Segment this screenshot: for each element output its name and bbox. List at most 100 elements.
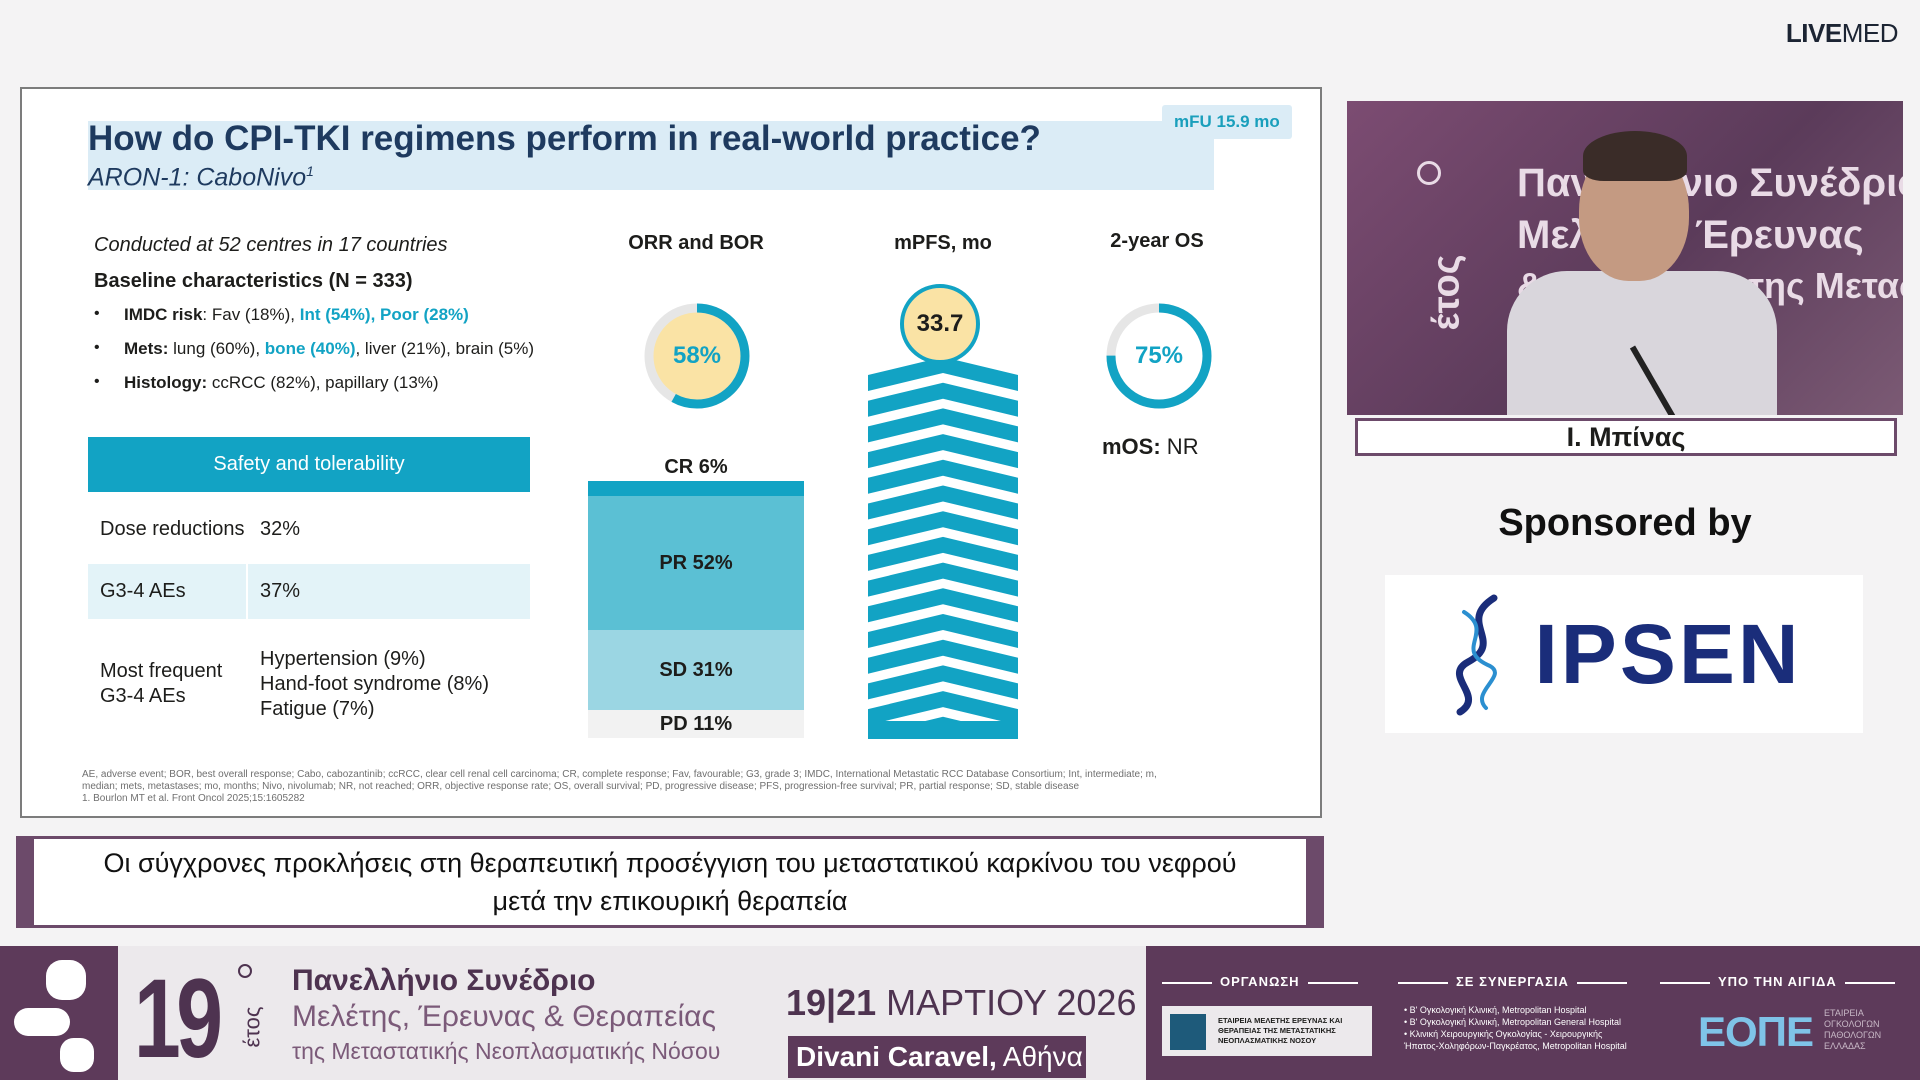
video-circle (1417, 161, 1441, 185)
os-donut-arc (1106, 303, 1212, 409)
pfs-bar (868, 357, 1018, 739)
sponsor-logo: IPSEN (1385, 575, 1863, 733)
speaker-hair (1583, 131, 1687, 181)
conference-banner: 19 έτος Πανελλήνιο Συνέδριο Μελέτης, Έρε… (0, 946, 1920, 1080)
sponsor-name: IPSEN (1534, 606, 1802, 701)
bor-cr-label: CR 6% (664, 456, 728, 478)
table-cell-value: 37% (260, 580, 301, 602)
pfs-chevron (868, 434, 1018, 469)
orr-value: 58% (672, 342, 722, 369)
bor-pr-bar: PR 52% (588, 496, 804, 630)
logo-shape (60, 1038, 94, 1072)
subtitle-text: ARON-1: CaboNivo (88, 163, 307, 192)
subtitle-ref: 1 (306, 163, 314, 179)
table-cell-key: Most frequent G3-4 AEs (88, 634, 248, 734)
video-bg-side: έτος (1425, 254, 1468, 331)
orr-donut-arc (644, 303, 750, 409)
conference-subtitle-2: της Μεταστατικής Νεοπλασματικής Νόσου (292, 1038, 721, 1064)
conference-subtitle: Μελέτης, Έρευνας & Θεραπείας (292, 1000, 716, 1033)
list-item: Mets: lung (60%), bone (40%), liver (21%… (94, 339, 534, 359)
bor-pd-bar: PD 11% (588, 710, 804, 738)
pfs-heading: mPFS, mo (894, 232, 992, 254)
table-cell-key: G3-4 AEs (88, 564, 248, 619)
slide-subtitle: ARON-1: CaboNivo1 (88, 163, 314, 192)
pfs-bar-base (868, 721, 1018, 739)
pfs-chevron (868, 485, 1018, 520)
organizer-icon (1170, 1014, 1206, 1050)
table-cell-key: Dose reductions (88, 494, 248, 564)
table-row: G3-4 AEs 37% (88, 564, 530, 619)
ordinal-mark (238, 964, 252, 978)
logo-shape (46, 960, 86, 1000)
ae-item: Hand-foot syndrome (8%) (260, 672, 489, 695)
baseline-heading: Baseline characteristics (N = 333) (94, 270, 413, 292)
orr-donut-svg (644, 303, 750, 409)
pfs-chevron (868, 408, 1018, 443)
os-value: 75% (1134, 342, 1184, 369)
table-cell-value: 32% (260, 517, 301, 540)
presentation-slide: mFU 15.9 mo How do CPI-TKI regimens perf… (20, 87, 1322, 818)
pfs-chevrons (868, 357, 1018, 739)
table-cell-value: Hypertension (9%) Hand-foot syndrome (8%… (248, 634, 489, 734)
os-donut-svg (1106, 303, 1212, 409)
conference-logo (0, 946, 118, 1080)
orr-donut-fill (653, 312, 741, 400)
eope-logo: ΕΟΠΕ (1698, 1008, 1814, 1055)
conference-venue: Divani Caravel, Αθήνα (788, 1036, 1086, 1078)
caption-bar: Οι σύγχρονες προκλήσεις στη θεραπευτική … (16, 836, 1324, 928)
list-item: Histology: ccRCC (82%), papillary (13%) (94, 373, 534, 393)
table-row: Most frequent G3-4 AEs Hypertension (9%)… (88, 634, 530, 734)
sponsored-heading: Sponsored by (1498, 502, 1752, 544)
pfs-chevron (868, 562, 1018, 597)
brand-part1: LIVE (1785, 18, 1842, 48)
speaker-name: Ι. Μπίνας (1355, 418, 1897, 456)
os-heading: 2-year OS (1110, 230, 1204, 252)
bor-cr-bar (588, 481, 804, 496)
pfs-chevron (868, 691, 1018, 726)
organizer-logo: ΕΤΑΙΡΕΙΑ ΜΕΛΕΤΗΣ ΕΡΕΥΝΑΣ ΚΑΙ ΘΕΡΑΠΕΙΑΣ Τ… (1162, 1006, 1372, 1056)
edition-label: έτος (239, 1006, 265, 1048)
conference-dates: 19|21 ΜΑΡΤΙΟΥ 2026 (786, 982, 1137, 1023)
title-band (88, 121, 1214, 190)
slide-footnote: AE, adverse event; BOR, best overall res… (82, 769, 1157, 804)
slide-title: How do CPI-TKI regimens perform in real-… (88, 119, 1041, 158)
speaker-video: Πανελλήνιο Συνέδριο Μελέτης, Έρευνας & Θ… (1347, 101, 1903, 415)
brand-part2: MED (1841, 18, 1899, 48)
video-bg-text: Μελέτης, Έρευνας (1517, 213, 1864, 257)
conference-title: Πανελλήνιο Συνέδριο (292, 964, 596, 997)
conducted-text: Conducted at 52 centres in 17 countries (94, 234, 448, 256)
orr-heading: ORR and BOR (628, 232, 764, 254)
list-item: IMDC risk: Fav (18%), Int (54%), Poor (2… (94, 305, 534, 325)
table-row: Dose reductions 32% (88, 494, 530, 564)
aegis-heading: ΥΠΟ ΤΗΝ ΑΙΓΙΔΑ (1652, 974, 1903, 989)
coop-heading: ΣΕ ΣΥΝΕΡΓΑΣΙΑ (1390, 974, 1635, 989)
mfu-badge: mFU 15.9 mo (1162, 105, 1292, 139)
speaker-body (1507, 271, 1777, 415)
orr-donut: 58% (642, 301, 752, 411)
pfs-chevron (868, 511, 1018, 546)
organizers-panel: ΟΡΓΑΝΩΣΗ ΕΤΑΙΡΕΙΑ ΜΕΛΕΤΗΣ ΕΡΕΥΝΑΣ ΚΑΙ ΘΕ… (1146, 946, 1920, 1080)
pfs-chevron (868, 665, 1018, 700)
bor-pd-label: PD 11% (659, 712, 733, 735)
mos-text: mOS: NR (1102, 434, 1199, 459)
bor-sd-label: SD 31% (659, 658, 733, 681)
pfs-chevron (868, 588, 1018, 623)
ae-item: Hypertension (9%) (260, 647, 426, 670)
video-bg-text: Πανελλήνιο Συνέδριο (1517, 161, 1903, 205)
logo-shape (14, 1008, 70, 1036)
pfs-value: 33.7 (900, 284, 980, 364)
brand-logo: LIVEMED (1785, 18, 1899, 49)
bor-sd-bar: SD 31% (588, 630, 804, 710)
dna-icon (1456, 594, 1498, 716)
bor-pr-label: PR 52% (659, 551, 733, 574)
baseline-list: IMDC risk: Fav (18%), Int (54%), Poor (2… (94, 305, 534, 407)
ae-item: Fatigue (7%) (260, 697, 375, 720)
pfs-chevron (868, 459, 1018, 494)
pfs-chevron (868, 614, 1018, 648)
org-heading: ΟΡΓΑΝΩΣΗ (1154, 974, 1366, 989)
pfs-chevron (868, 536, 1018, 571)
organizer-text: ΕΤΑΙΡΕΙΑ ΜΕΛΕΤΗΣ ΕΡΕΥΝΑΣ ΚΑΙ ΘΕΡΑΠΕΙΑΣ Τ… (1218, 1016, 1343, 1045)
edition-number: 19 (134, 956, 223, 1080)
cooperation-list: • Β' Ογκολογική Κλινική, Metropolitan Ho… (1404, 1005, 1627, 1051)
os-donut: 75% (1104, 301, 1214, 411)
